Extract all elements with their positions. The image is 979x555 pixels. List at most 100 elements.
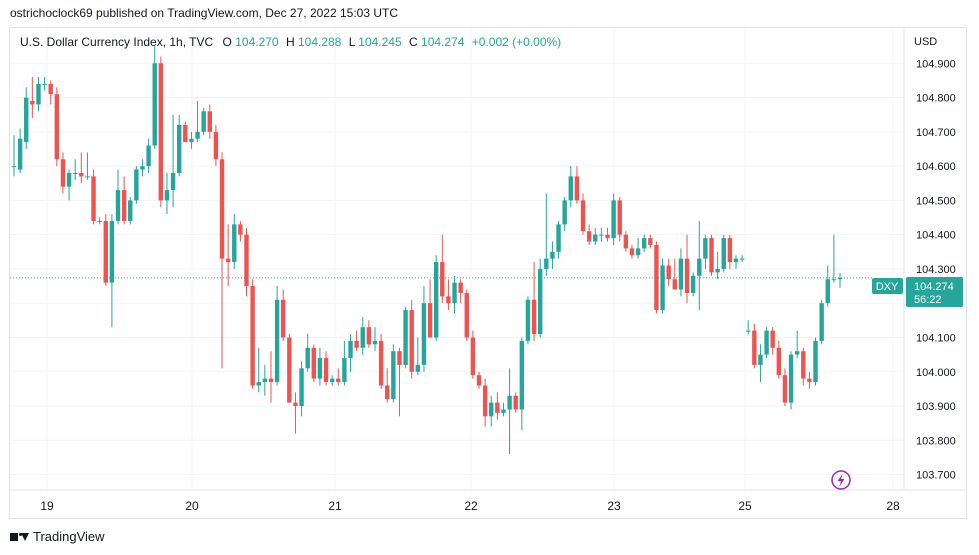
candle (446, 279, 451, 311)
candle-body (201, 111, 206, 132)
candle-body (183, 124, 188, 143)
candle (201, 107, 206, 136)
candle-body (746, 330, 751, 332)
candle (183, 121, 188, 143)
candle-body (452, 282, 457, 304)
candle (574, 166, 580, 204)
candle (60, 152, 66, 194)
legend-low-label: L (349, 35, 356, 49)
candle-body (519, 340, 525, 410)
candle-body (219, 159, 225, 259)
candle (103, 214, 108, 287)
candle-body (85, 176, 90, 178)
candle (813, 337, 818, 386)
candle (794, 330, 800, 359)
candle-body (464, 292, 469, 338)
candle-body (42, 83, 47, 85)
candle-body (568, 176, 573, 201)
candle-body (801, 351, 806, 379)
candle (746, 320, 751, 335)
candle (770, 327, 775, 355)
candle-body (134, 169, 139, 201)
candle (170, 114, 176, 208)
candle (703, 234, 708, 269)
candle (642, 234, 647, 252)
candle-body (170, 172, 176, 191)
candle (36, 77, 41, 112)
candle-body (531, 299, 537, 335)
candle-body (513, 395, 518, 410)
candle-body (128, 200, 133, 221)
candle-body (672, 279, 678, 290)
candle (458, 279, 463, 304)
candle-body (537, 268, 543, 335)
candle (764, 327, 769, 359)
candle (354, 330, 359, 352)
candle (250, 279, 255, 389)
candle-body (690, 275, 696, 293)
candle-body (654, 244, 659, 311)
candle (501, 402, 506, 417)
candle (801, 347, 806, 386)
candle (599, 227, 604, 242)
candle-body (764, 330, 769, 355)
tradingview-brand[interactable]: TradingView (10, 529, 105, 544)
candle (164, 172, 170, 215)
candle-body (305, 347, 310, 369)
candle-body (684, 258, 690, 293)
candle (238, 220, 243, 242)
chart-grid (10, 28, 904, 490)
candle (709, 234, 714, 276)
candle-body (476, 375, 482, 386)
candle (79, 152, 84, 184)
candle (409, 299, 414, 379)
candle-body (703, 238, 708, 259)
candle-body (458, 282, 463, 293)
candle-body (299, 368, 304, 407)
candle (121, 176, 127, 225)
candle (476, 371, 482, 389)
candle (654, 241, 659, 314)
candle (225, 224, 231, 287)
candle-body (397, 351, 402, 365)
candle-body (372, 340, 378, 345)
countdown-label: 56:22 (914, 294, 942, 306)
candle (42, 77, 47, 91)
candle-body (501, 409, 506, 413)
candle-body (770, 330, 775, 348)
time-tick-label: 28 (886, 499, 900, 513)
candle (391, 344, 396, 403)
candle-body (629, 248, 635, 256)
candle-body (599, 234, 604, 236)
candle-body (146, 145, 151, 167)
candle (568, 166, 573, 208)
candle (262, 364, 268, 396)
candle-body (281, 299, 286, 338)
candle (544, 193, 549, 276)
candle-body (256, 382, 261, 386)
price-tick-label: 104.300 (916, 264, 956, 276)
candle (299, 361, 304, 417)
candle (30, 77, 35, 119)
candle-body (489, 402, 494, 417)
candle-body (697, 258, 702, 276)
candle-body (556, 224, 561, 252)
time-tick-label: 20 (185, 499, 199, 513)
candle-body (72, 172, 78, 174)
candle (715, 251, 720, 280)
candle (482, 378, 488, 427)
candle (721, 234, 726, 273)
candle-body (715, 268, 720, 273)
candle-body (36, 83, 41, 105)
lightning-icon[interactable] (831, 470, 851, 490)
candle (605, 227, 610, 242)
tradingview-logo-icon (10, 531, 29, 543)
candle (372, 327, 378, 352)
candle (470, 330, 476, 379)
candle (305, 334, 310, 372)
candle-body (97, 220, 102, 222)
candle-body (550, 251, 555, 259)
candle (586, 224, 592, 245)
candle (837, 273, 843, 288)
